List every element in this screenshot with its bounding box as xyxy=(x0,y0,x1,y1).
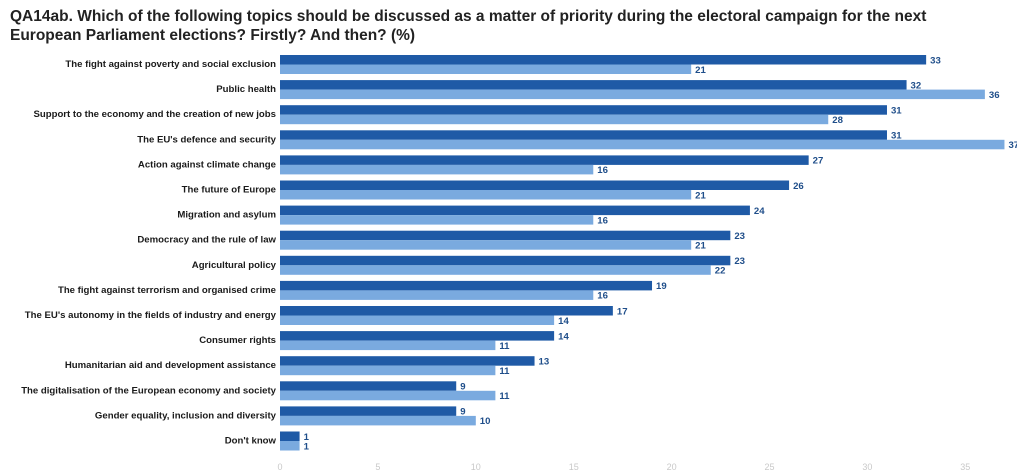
category-label: The EU's autonomy in the fields of indus… xyxy=(25,310,277,321)
bar-firstly xyxy=(280,406,457,416)
value-label: 16 xyxy=(597,165,608,176)
bar-and-then xyxy=(280,415,476,426)
bar-firstly xyxy=(280,255,731,266)
bar-and-then xyxy=(280,190,692,200)
value-label: 27 xyxy=(813,156,824,167)
category-label: The digitalisation of the European econo… xyxy=(21,385,276,396)
x-tick-label: 10 xyxy=(471,462,481,472)
value-labels: 3321323631283137271626212416232123221916… xyxy=(304,55,1017,452)
x-tick-label: 20 xyxy=(667,462,677,472)
x-tick-label: 5 xyxy=(375,462,380,472)
value-label: 26 xyxy=(793,181,804,192)
bar-and-then xyxy=(280,365,496,376)
bar-and-then xyxy=(280,89,985,100)
category-label: The fight against terrorism and organise… xyxy=(58,285,276,296)
value-label: 19 xyxy=(656,281,667,292)
value-label: 37 xyxy=(1008,140,1017,151)
value-label: 22 xyxy=(715,266,726,277)
value-label: 1 xyxy=(304,441,310,452)
value-label: 16 xyxy=(597,291,608,302)
bar-firstly xyxy=(280,130,887,140)
category-label: Agricultural policy xyxy=(192,260,277,271)
x-axis-ticks: 0 5 10 15 20 25 30 35 xyxy=(277,462,970,472)
bar-and-then xyxy=(280,340,496,351)
category-labels: The fight against poverty and social exc… xyxy=(21,59,276,447)
chart-title: QA14ab. Which of the following topics sh… xyxy=(10,8,927,44)
value-label: 13 xyxy=(539,357,550,368)
bar-firstly xyxy=(280,55,927,65)
category-label: The EU's defence and security xyxy=(137,134,276,145)
value-label: 23 xyxy=(734,256,745,267)
value-label: 16 xyxy=(597,215,608,226)
bar-and-then xyxy=(280,114,829,125)
bar-and-then xyxy=(280,390,496,401)
value-label: 11 xyxy=(499,341,510,352)
category-label: Democracy and the rule of law xyxy=(137,235,276,246)
bar-and-then xyxy=(280,265,711,275)
value-label: 9 xyxy=(460,382,465,393)
x-tick-label: 30 xyxy=(862,462,872,472)
bar-firstly xyxy=(280,331,555,341)
bar-firstly xyxy=(280,205,750,216)
category-label: Don't know xyxy=(225,436,277,447)
bar-firstly xyxy=(280,280,653,291)
bar-firstly xyxy=(280,180,790,190)
value-label: 11 xyxy=(499,366,510,377)
category-label: Humanitarian aid and development assista… xyxy=(65,360,276,371)
value-label: 31 xyxy=(891,106,902,117)
bar-and-then xyxy=(280,64,692,74)
x-tick-label: 0 xyxy=(277,462,282,472)
category-label: The fight against poverty and social exc… xyxy=(65,59,276,70)
bars xyxy=(280,55,1005,451)
category-label: The future of Europe xyxy=(182,185,276,196)
value-label: 1 xyxy=(304,432,310,443)
value-label: 9 xyxy=(460,407,465,418)
value-label: 32 xyxy=(911,80,922,91)
value-label: 33 xyxy=(930,55,941,66)
value-label: 31 xyxy=(891,131,902,142)
category-label: Gender equality, inclusion and diversity xyxy=(95,410,277,421)
bar-firstly xyxy=(280,80,907,90)
x-tick-label: 15 xyxy=(569,462,579,472)
bar-firstly xyxy=(280,431,300,441)
category-label: Support to the economy and the creation … xyxy=(33,109,276,120)
bar-firstly xyxy=(280,356,535,366)
x-tick-label: 25 xyxy=(764,462,774,472)
value-label: 14 xyxy=(558,316,569,327)
value-label: 21 xyxy=(695,190,706,201)
bar-firstly xyxy=(280,155,809,165)
bar-firstly xyxy=(280,105,887,115)
bar-firstly xyxy=(280,230,731,241)
value-label: 28 xyxy=(832,115,843,126)
bar-and-then xyxy=(280,139,1005,150)
bar-firstly xyxy=(280,381,457,391)
category-label: Public health xyxy=(216,84,276,95)
category-label: Consumer rights xyxy=(199,335,276,346)
bar-and-then xyxy=(280,215,594,225)
bar-firstly xyxy=(280,306,613,316)
bar-and-then xyxy=(280,164,594,175)
x-tick-label: 35 xyxy=(960,462,970,472)
value-label: 21 xyxy=(695,241,706,252)
bar-and-then xyxy=(280,290,594,300)
bar-and-then xyxy=(280,315,555,325)
value-label: 14 xyxy=(558,331,569,342)
bar-and-then xyxy=(280,441,300,451)
value-label: 17 xyxy=(617,306,628,317)
category-label: Migration and asylum xyxy=(177,210,276,221)
value-label: 11 xyxy=(499,391,510,402)
category-label: Action against climate change xyxy=(138,159,276,170)
value-label: 21 xyxy=(695,65,706,76)
value-label: 10 xyxy=(480,416,491,427)
value-label: 24 xyxy=(754,206,765,217)
value-label: 36 xyxy=(989,90,1000,101)
bar-and-then xyxy=(280,240,692,250)
value-label: 23 xyxy=(734,231,745,242)
